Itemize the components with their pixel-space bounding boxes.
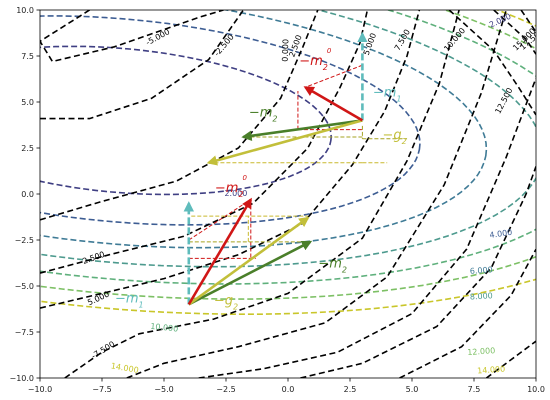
y-tick-label: 0.0 bbox=[21, 190, 34, 199]
colored-contour-label: 4.000 bbox=[489, 228, 513, 240]
colored-contour-6.000 bbox=[40, 10, 488, 249]
colored-contours bbox=[40, 10, 536, 316]
black-contour-20.000 bbox=[485, 340, 536, 378]
colored-contour-2.000 bbox=[40, 45, 333, 196]
y-tick-label: 7.5 bbox=[21, 52, 34, 61]
vector-label-m2: −m2 bbox=[249, 106, 278, 124]
vector-label-m2_zero: −m20 bbox=[215, 174, 248, 199]
black-contour-0.000 bbox=[40, 10, 319, 221]
plot-frame bbox=[39, 9, 537, 379]
colored-contour-label: 2.000 bbox=[488, 12, 513, 30]
x-tick-label: 2.5 bbox=[344, 385, 357, 394]
y-tick-label: −5.0 bbox=[15, 282, 34, 291]
x-tick-label: −5.0 bbox=[154, 385, 173, 394]
vector-labels: −m1 −m2 −g2 −m20 −m1 −m2 −g2 −m20 bbox=[115, 47, 407, 311]
vector-g2 bbox=[188, 216, 310, 306]
x-tick-label: −7.5 bbox=[92, 385, 111, 394]
x-tick-label: −10.0 bbox=[28, 385, 53, 394]
colored-contour-label: 8.000 bbox=[470, 291, 493, 301]
black-contour-10.000 bbox=[126, 10, 507, 378]
vector-label-g2: −g2 bbox=[383, 128, 407, 146]
vector-m2 bbox=[241, 119, 363, 141]
colored-contour-label: 14.000 bbox=[477, 365, 506, 376]
x-tick-label: 7.5 bbox=[468, 385, 481, 394]
black-contour-17.500 bbox=[399, 248, 536, 378]
guide-red bbox=[305, 64, 363, 88]
black-contour-label: 7.500 bbox=[393, 28, 412, 52]
black-contour-label: 20.000 bbox=[540, 11, 550, 35]
vector-label-m1: −m1 bbox=[115, 292, 144, 310]
colored-contour-label: 2.000 bbox=[224, 189, 247, 198]
colored-contour-8.000 bbox=[40, 10, 536, 268]
colored-contour-label: 12.000 bbox=[467, 346, 496, 357]
black-contour-segment bbox=[448, 10, 536, 116]
vector-m2 bbox=[188, 240, 313, 306]
y-tick-label: −10.0 bbox=[9, 374, 34, 383]
black-contour--5.000 bbox=[40, 10, 224, 63]
x-tick-label: 0.0 bbox=[282, 385, 295, 394]
x-axis: −10.0 −7.5 −5.0 −2.5 0.0 2.5 5.0 7.5 10.0 bbox=[28, 378, 545, 394]
y-axis: 10.0 7.5 5.0 2.5 0.0 −2.5 −5.0 −7.5 −10.0 bbox=[9, 6, 40, 383]
vector-label-m1: −m1 bbox=[373, 85, 402, 103]
vector-label-g2: −g2 bbox=[214, 293, 238, 311]
black-contour-segment bbox=[493, 10, 536, 55]
x-tick-label: 5.0 bbox=[406, 385, 419, 394]
black-contour-12.500 bbox=[198, 77, 536, 378]
black-contour-label: -7.500 bbox=[90, 339, 117, 360]
y-tick-label: −2.5 bbox=[15, 236, 34, 245]
black-contour-label: -5.000 bbox=[144, 27, 171, 47]
black-contour-2.500 bbox=[40, 10, 369, 274]
black-contour-label: 0.000 bbox=[281, 39, 291, 62]
vectors bbox=[183, 31, 368, 306]
black-contour--2.500 bbox=[40, 10, 245, 120]
vector-label-m2: −m2 bbox=[318, 257, 347, 275]
colored-contour-label: 10.000 bbox=[150, 322, 179, 334]
x-tick-label: −2.5 bbox=[216, 385, 235, 394]
colored-contour-label: 14.000 bbox=[110, 361, 139, 375]
black-contour-label: 5.000 bbox=[362, 32, 378, 57]
vector-m2_zero bbox=[187, 197, 252, 306]
colored-contour-label: 6.000 bbox=[470, 265, 493, 276]
vector-label-m2_zero: −m20 bbox=[299, 47, 332, 72]
guide-red bbox=[188, 199, 252, 241]
black-contour-15.000 bbox=[300, 166, 536, 378]
y-tick-label: 10.0 bbox=[16, 6, 34, 15]
black-contour-label: 10.000 bbox=[442, 26, 467, 53]
y-tick-label: 5.0 bbox=[21, 98, 34, 107]
black-contours bbox=[40, 10, 536, 378]
black-contour-label: 12.500 bbox=[493, 86, 514, 115]
y-tick-label: 2.5 bbox=[21, 144, 34, 153]
black-contour-7.500 bbox=[64, 10, 460, 378]
vector-m2_zero bbox=[303, 86, 364, 122]
black-contour-segment bbox=[520, 10, 536, 33]
vector-g2 bbox=[206, 119, 363, 166]
y-tick-label: −7.5 bbox=[15, 328, 34, 337]
colored-contour-4.000 bbox=[40, 15, 421, 226]
x-tick-label: 10.0 bbox=[527, 385, 545, 394]
black-contour-label: 2.500 bbox=[81, 250, 106, 266]
